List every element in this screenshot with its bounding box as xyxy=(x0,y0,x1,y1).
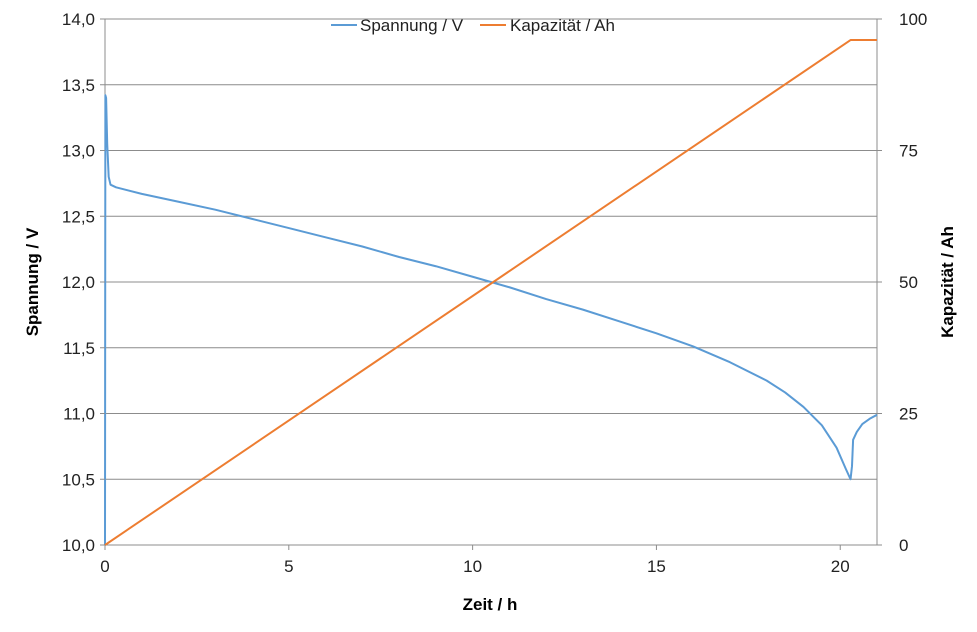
y2-tick-label-0: 0 xyxy=(899,536,908,555)
x-tick-label-0: 0 xyxy=(100,557,109,576)
y2-axis-title: Kapazität / Ah xyxy=(938,226,957,338)
y-axis-ticks: 10,0 10,5 11,0 11,5 12,0 12,5 13,0 13,5 14,0 xyxy=(62,10,105,555)
y-tick-label-0: 10,0 xyxy=(62,536,95,555)
x-tick-label-3: 15 xyxy=(647,557,666,576)
legend-label-1: Kapazität / Ah xyxy=(510,16,615,35)
y-tick-label-2: 11,0 xyxy=(63,405,95,424)
y-tick-label-7: 13,5 xyxy=(62,76,95,95)
series-layer xyxy=(104,39,878,546)
x-tick-label-4: 20 xyxy=(831,557,850,576)
x-axis-ticks: 0 5 10 15 20 xyxy=(100,545,850,576)
y2-tick-label-1: 25 xyxy=(899,405,918,424)
y2-tick-label-4: 100 xyxy=(899,10,927,29)
legend: Spannung / V Kapazität / Ah xyxy=(331,16,615,35)
x-axis-title: Zeit / h xyxy=(463,595,518,614)
series-line-0 xyxy=(104,94,878,546)
x-tick-label-2: 10 xyxy=(463,557,482,576)
y-tick-label-8: 14,0 xyxy=(62,10,95,29)
y-tick-label-6: 13,0 xyxy=(62,142,95,161)
y-tick-label-1: 10,5 xyxy=(62,470,95,489)
series-line-1 xyxy=(104,39,877,546)
y-tick-label-4: 12,0 xyxy=(62,273,95,292)
y2-tick-label-2: 50 xyxy=(899,273,918,292)
x-tick-label-1: 5 xyxy=(284,557,293,576)
legend-label-0: Spannung / V xyxy=(360,16,464,35)
y-tick-label-3: 11,5 xyxy=(63,339,95,358)
y-tick-label-5: 12,5 xyxy=(62,207,95,226)
y-axis-title: Spannung / V xyxy=(23,227,42,336)
y2-tick-label-3: 75 xyxy=(899,142,918,161)
y2-axis-ticks: 0 25 50 75 100 xyxy=(877,10,927,555)
